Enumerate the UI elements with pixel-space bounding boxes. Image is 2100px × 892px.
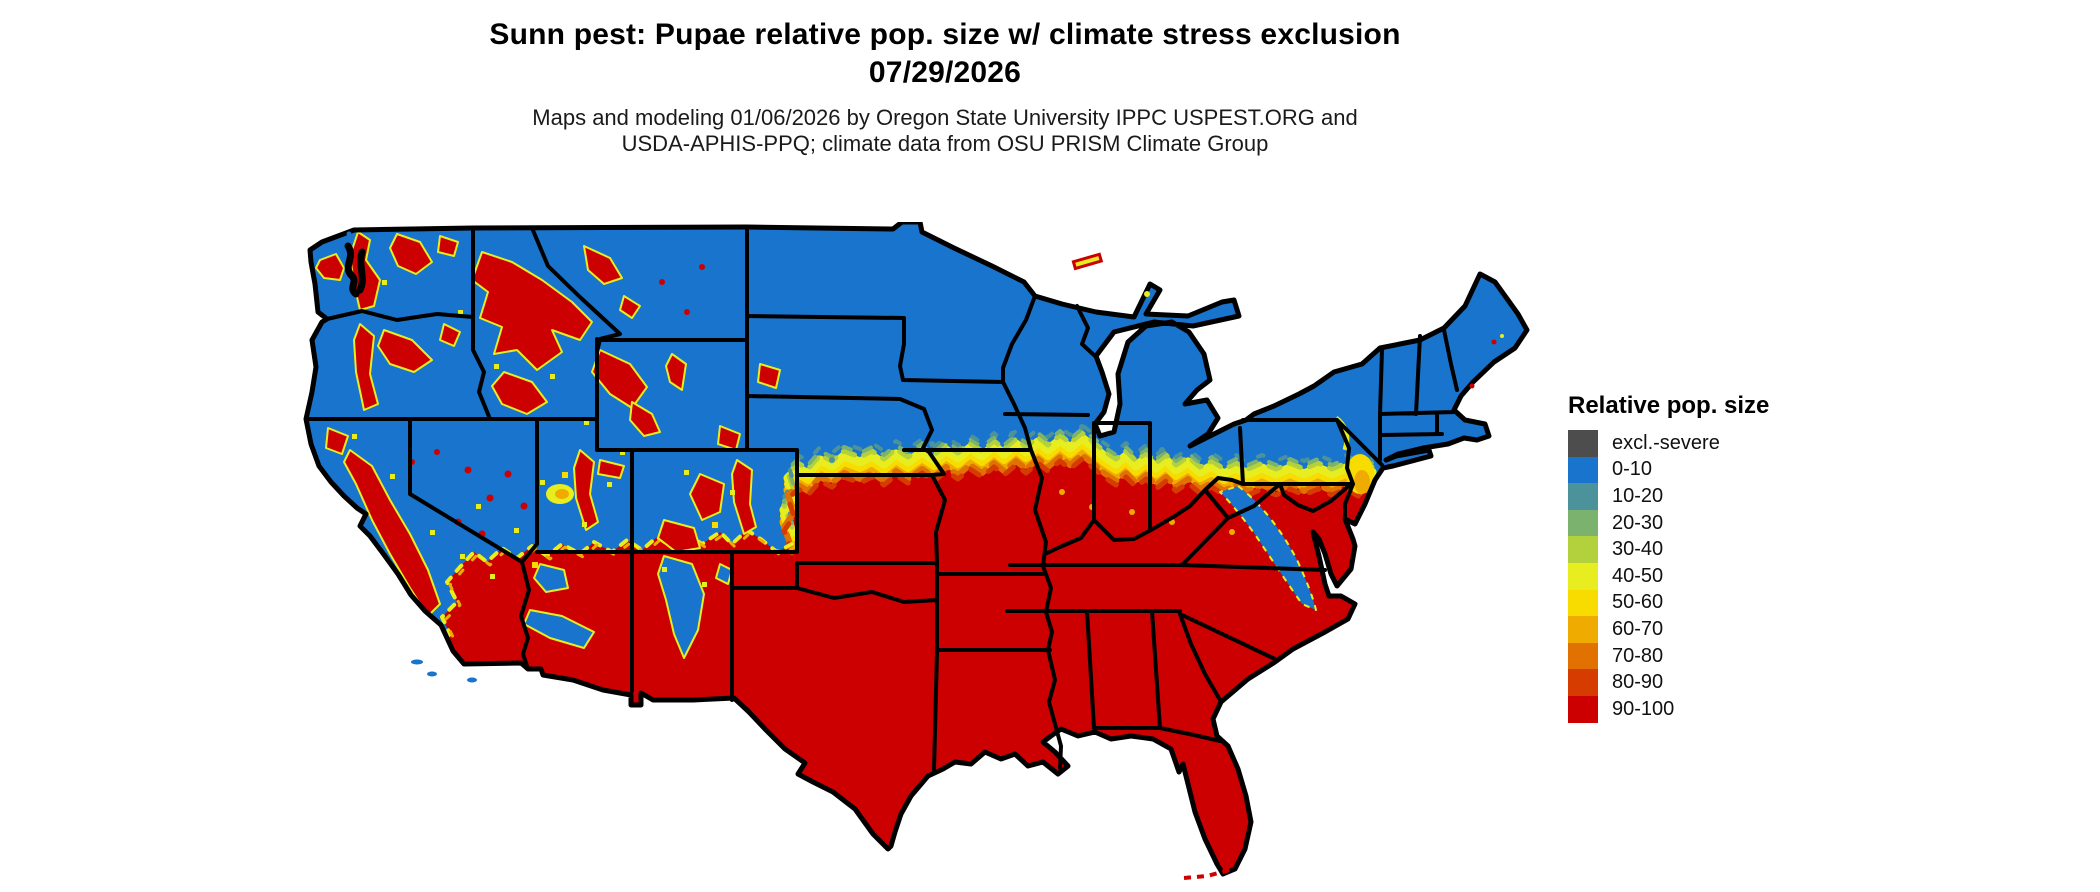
legend-row: 10-20 (1568, 483, 1868, 510)
swatch-rect (1568, 642, 1598, 670)
legend-swatch-20-30-icon (1568, 509, 1598, 537)
legend-label: 60-70 (1612, 617, 1664, 640)
legend-swatch-60-70-icon (1568, 616, 1598, 643)
legend-row: 30-40 (1568, 536, 1868, 563)
western-mountain-patches (315, 231, 781, 617)
offshore-details (346, 231, 1504, 880)
subtitle: Maps and modeling 01/06/2026 by Oregon S… (0, 105, 1890, 157)
swatch-rect (1568, 562, 1598, 590)
legend-row: 70-80 (1568, 642, 1868, 670)
legend: Relative pop. size excl.-severe 0-10 10-… (1568, 392, 1868, 723)
swatch-rect (1568, 509, 1598, 537)
legend-label: 10-20 (1612, 484, 1664, 507)
swatch-rect (1568, 669, 1598, 696)
legend-row: 50-60 (1568, 589, 1868, 617)
legend-row: 0-10 (1568, 456, 1868, 484)
legend-row: 90-100 (1568, 695, 1868, 723)
legend-swatch-40-50-icon (1568, 562, 1598, 590)
swatch-rect (1568, 616, 1598, 643)
legend-title: Relative pop. size (1568, 392, 1770, 419)
legend-label: 70-80 (1612, 644, 1664, 667)
swatch-rect (1568, 456, 1598, 484)
legend-label: 90-100 (1612, 697, 1675, 720)
legend-label: 40-50 (1612, 564, 1664, 587)
high-terrain-blue-patches (523, 485, 1317, 659)
legend-row: 20-30 (1568, 509, 1868, 537)
swatch-rect (1568, 483, 1598, 510)
puget-sound-inlets (344, 242, 366, 298)
us-map (232, 222, 1532, 880)
legend-swatch-0-10-icon (1568, 456, 1598, 484)
map-title-line1: Sunn pest: Pupae relative pop. size w/ c… (489, 18, 1401, 51)
legend-row: excl.-severe (1568, 430, 1868, 457)
legend-label: 80-90 (1612, 671, 1664, 694)
subtitle-line1: Maps and modeling 01/06/2026 by Oregon S… (532, 105, 1358, 130)
swatch-rect (1568, 430, 1598, 457)
legend-swatch-10-20-icon (1568, 483, 1598, 510)
legend-swatch-90-100-icon (1568, 695, 1598, 723)
legend-swatch-30-40-icon (1568, 536, 1598, 563)
legend-row: 80-90 (1568, 669, 1868, 696)
legend-label: excl.-severe (1612, 431, 1720, 454)
us-map-container (232, 222, 1532, 882)
legend-label: 50-60 (1612, 591, 1664, 614)
legend-swatch-excl-severe-icon (1568, 430, 1598, 457)
subtitle-line2: USDA-APHIS-PPQ; climate data from OSU PR… (621, 130, 1269, 156)
legend-row: 40-50 (1568, 562, 1868, 590)
legend-swatch-50-60-icon (1568, 589, 1598, 617)
header: Sunn pest: Pupae relative pop. size w/ c… (0, 16, 1890, 157)
legend-label: 30-40 (1612, 538, 1664, 561)
swatch-rect (1568, 695, 1598, 723)
legend-row: 60-70 (1568, 616, 1868, 643)
legend-swatch-70-80-icon (1568, 642, 1598, 670)
swatch-rect (1568, 589, 1598, 617)
map-title-date: 07/29/2026 (868, 55, 1022, 89)
legend-label: 20-30 (1612, 511, 1664, 534)
map-raster-layers (306, 222, 1527, 874)
legend-swatch-80-90-icon (1568, 669, 1598, 696)
state-borders (304, 225, 1459, 772)
legend-label: 0-10 (1612, 458, 1653, 481)
swatch-rect (1568, 536, 1598, 563)
